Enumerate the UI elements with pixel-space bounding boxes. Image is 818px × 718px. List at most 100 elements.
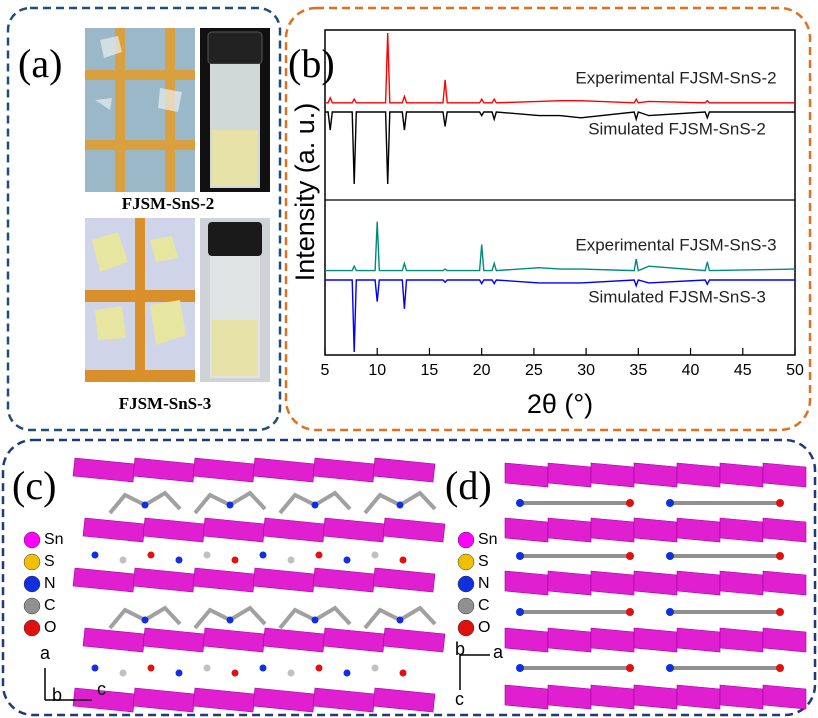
atom-legend-label: S — [44, 553, 55, 570]
polyhedron — [720, 571, 763, 595]
polyhedron — [548, 518, 591, 542]
trace-label: Experimental FJSM-SnS-2 — [575, 68, 776, 87]
atom — [626, 664, 634, 672]
atom — [516, 499, 524, 507]
polyhedron — [313, 688, 375, 712]
atom — [312, 617, 319, 624]
atom — [227, 617, 234, 624]
atom — [776, 552, 784, 560]
axis-label: c — [455, 689, 464, 709]
polyhedron — [720, 518, 763, 542]
atom — [204, 552, 211, 559]
atom-legend-label: Sn — [44, 531, 64, 548]
atom-legend-marker — [24, 598, 40, 614]
atom — [344, 670, 351, 677]
atom — [288, 557, 295, 564]
atom — [626, 499, 634, 507]
polyhedron — [193, 458, 255, 482]
polyhedron — [763, 685, 806, 709]
atom — [666, 499, 674, 507]
x-tick-label: 10 — [368, 362, 386, 379]
x-tick-label: 15 — [421, 362, 439, 379]
atom — [142, 502, 149, 509]
polyhedron — [383, 628, 445, 652]
atom — [776, 664, 784, 672]
atom — [776, 499, 784, 507]
atom — [204, 665, 211, 672]
atom — [372, 552, 379, 559]
polyhedron — [763, 628, 806, 652]
atom — [142, 617, 149, 624]
caption: FJSM-SnS-3 — [119, 394, 212, 413]
atom — [666, 664, 674, 672]
polyhedron — [383, 518, 445, 542]
polyhedron — [263, 518, 325, 542]
panel-label: (a) — [18, 41, 62, 86]
polyhedron — [720, 685, 763, 709]
polyhedron — [548, 628, 591, 652]
polyhedron — [763, 463, 806, 487]
polyhedron — [591, 571, 634, 595]
x-tick-label: 20 — [473, 362, 491, 379]
polyhedron — [505, 518, 548, 542]
atom-legend-label: Sn — [478, 531, 498, 548]
polyhedron — [591, 518, 634, 542]
atom — [516, 552, 524, 560]
polyhedron — [83, 628, 145, 652]
atom-legend-label: O — [478, 619, 490, 636]
polyhedron — [591, 628, 634, 652]
polyhedron — [763, 518, 806, 542]
atom — [232, 670, 239, 677]
structure-d — [505, 463, 806, 709]
polyhedron — [263, 628, 325, 652]
axis-label: b — [52, 685, 62, 705]
atom-legend-label: N — [44, 575, 56, 592]
atom-legend-label: S — [478, 553, 489, 570]
panel-label: (d) — [445, 463, 492, 508]
atom-legend-marker — [458, 576, 474, 592]
polyhedron — [634, 463, 677, 487]
atom — [288, 670, 295, 677]
atom — [120, 670, 127, 677]
atom-legend-marker — [24, 576, 40, 592]
polyhedron — [720, 628, 763, 652]
atom-legend-label: N — [478, 575, 490, 592]
axis-label: b — [455, 639, 465, 659]
polyhedron — [763, 571, 806, 595]
polyhedron — [634, 518, 677, 542]
atom — [148, 665, 155, 672]
atom — [400, 557, 407, 564]
atom — [148, 552, 155, 559]
atom — [232, 557, 239, 564]
caption: FJSM-SnS-2 — [122, 194, 215, 213]
trace-label: Simulated FJSM-SnS-3 — [588, 287, 766, 306]
x-tick-label: 40 — [682, 362, 700, 379]
x-tick-label: 45 — [734, 362, 752, 379]
atom-legend-marker — [24, 532, 40, 548]
polyhedron — [548, 571, 591, 595]
polyhedron — [677, 463, 720, 487]
atom-legend-label: O — [44, 619, 56, 636]
atom — [176, 670, 183, 677]
atom — [92, 552, 99, 559]
structure-c — [73, 458, 445, 712]
polyhedron — [505, 685, 548, 709]
polyhedron — [677, 685, 720, 709]
trace-label: Simulated FJSM-SnS-2 — [588, 119, 766, 138]
polyhedron — [133, 458, 195, 482]
atom — [516, 664, 524, 672]
atom — [227, 502, 234, 509]
atom-legend-marker — [458, 554, 474, 570]
atom — [260, 552, 267, 559]
polyhedron — [548, 463, 591, 487]
polyhedron — [253, 458, 315, 482]
polyhedron — [720, 463, 763, 487]
atom — [120, 557, 127, 564]
atom — [92, 665, 99, 672]
polyhedron — [634, 571, 677, 595]
atom — [312, 502, 319, 509]
x-tick-label: 30 — [577, 362, 595, 379]
polyhedron — [373, 568, 435, 592]
polyhedron — [133, 688, 195, 712]
polyhedron — [203, 628, 265, 652]
